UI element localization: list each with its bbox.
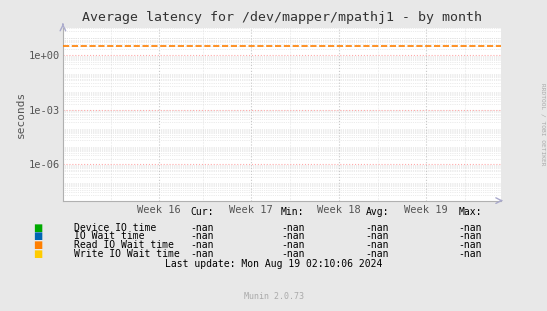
Text: IO Wait time: IO Wait time [74, 231, 144, 241]
Text: Cur:: Cur: [191, 207, 214, 216]
Text: -nan: -nan [459, 231, 482, 241]
Text: Munin 2.0.73: Munin 2.0.73 [243, 292, 304, 301]
Text: -nan: -nan [281, 231, 304, 241]
Title: Average latency for /dev/mapper/mpathj1 - by month: Average latency for /dev/mapper/mpathj1 … [82, 11, 482, 24]
Text: -nan: -nan [191, 240, 214, 250]
Text: RRDTOOL / TOBI OETIKER: RRDTOOL / TOBI OETIKER [540, 83, 546, 166]
Text: Last update: Mon Aug 19 02:10:06 2024: Last update: Mon Aug 19 02:10:06 2024 [165, 259, 382, 269]
Text: -nan: -nan [281, 223, 304, 233]
Text: -nan: -nan [459, 240, 482, 250]
Text: ■: ■ [33, 231, 42, 241]
Text: Read IO Wait time: Read IO Wait time [74, 240, 174, 250]
Text: -nan: -nan [191, 249, 214, 259]
Text: -nan: -nan [191, 223, 214, 233]
Text: -nan: -nan [366, 240, 389, 250]
Text: -nan: -nan [281, 240, 304, 250]
Text: -nan: -nan [366, 231, 389, 241]
Text: ■: ■ [33, 240, 42, 250]
Text: -nan: -nan [459, 249, 482, 259]
Text: ■: ■ [33, 249, 42, 259]
Text: Device IO time: Device IO time [74, 223, 156, 233]
Text: -nan: -nan [366, 249, 389, 259]
Text: Write IO Wait time: Write IO Wait time [74, 249, 179, 259]
Text: -nan: -nan [459, 223, 482, 233]
Text: -nan: -nan [366, 223, 389, 233]
Text: Min:: Min: [281, 207, 304, 216]
Text: ■: ■ [33, 223, 42, 233]
Text: Avg:: Avg: [366, 207, 389, 216]
Text: -nan: -nan [191, 231, 214, 241]
Y-axis label: seconds: seconds [16, 91, 26, 138]
Text: -nan: -nan [281, 249, 304, 259]
Text: Max:: Max: [459, 207, 482, 216]
